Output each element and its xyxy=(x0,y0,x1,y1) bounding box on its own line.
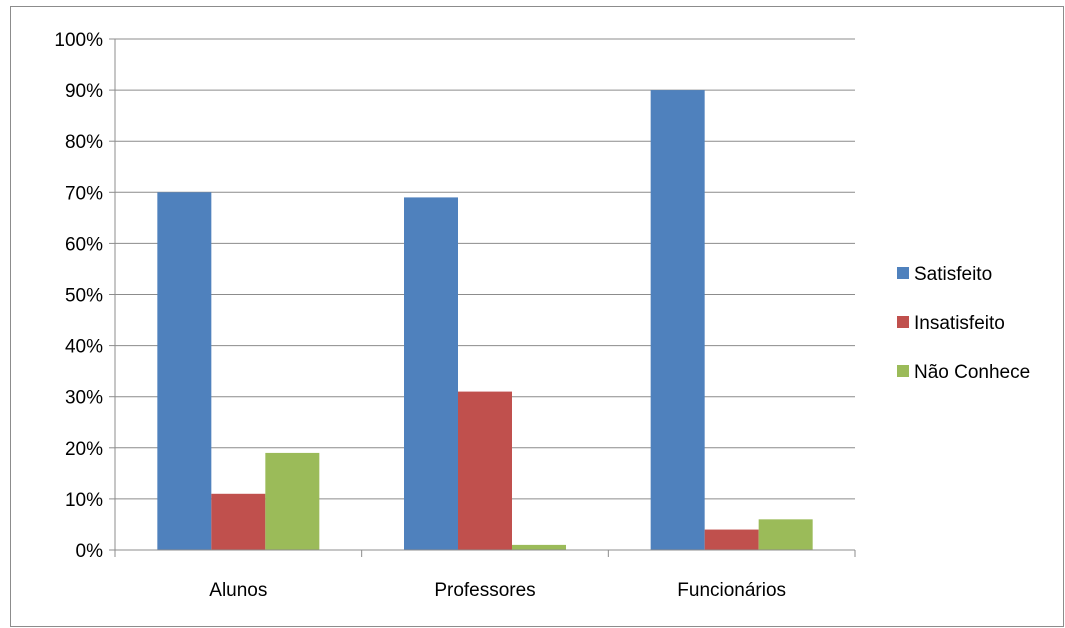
y-tick-label: 100% xyxy=(54,30,103,51)
bar-satisfeito-0 xyxy=(157,192,212,551)
bar-insatisfeito-0 xyxy=(211,493,266,550)
bar-satisfeito-1 xyxy=(404,197,458,550)
axes xyxy=(114,39,856,557)
legend-swatch xyxy=(897,365,909,377)
x-category-label: Alunos xyxy=(209,580,267,601)
y-tick-label: 60% xyxy=(65,234,103,255)
bar-insatisfeito-1 xyxy=(458,391,512,550)
bars xyxy=(157,90,813,551)
legend-label: Satisfeito xyxy=(914,264,992,285)
x-category-label: Professores xyxy=(434,580,535,601)
x-category-label: Funcionários xyxy=(677,580,786,601)
y-tick-label: 70% xyxy=(65,183,103,204)
y-tick-label: 80% xyxy=(65,132,103,153)
y-tick-label: 0% xyxy=(76,541,104,562)
y-tick-label: 30% xyxy=(65,388,103,409)
bar-satisfeito-2 xyxy=(650,90,705,550)
y-tick-label: 20% xyxy=(65,439,103,460)
y-tick-label: 50% xyxy=(65,286,103,307)
legend-label: Insatisfeito xyxy=(914,313,1005,334)
bar-n-o-conhece-1 xyxy=(512,544,566,550)
y-axis-ticks: 0% 10% 20% 30% 40% 50% 60% 70% 80% 90% 100% xyxy=(54,30,115,562)
legend-swatch xyxy=(897,316,909,328)
bar-insatisfeito-2 xyxy=(704,529,759,550)
y-tick-label: 90% xyxy=(65,81,103,102)
legend: Satisfeito Insatisfeito Não Conhece xyxy=(897,264,1030,383)
legend-swatch xyxy=(897,267,909,279)
y-tick-label: 10% xyxy=(65,490,103,511)
x-axis-labels: Alunos Professores Funcionários xyxy=(209,580,786,601)
bar-n-o-conhece-2 xyxy=(758,519,813,550)
y-tick-label: 40% xyxy=(65,337,103,358)
legend-label: Não Conhece xyxy=(914,362,1030,383)
bar-n-o-conhece-0 xyxy=(265,452,320,550)
